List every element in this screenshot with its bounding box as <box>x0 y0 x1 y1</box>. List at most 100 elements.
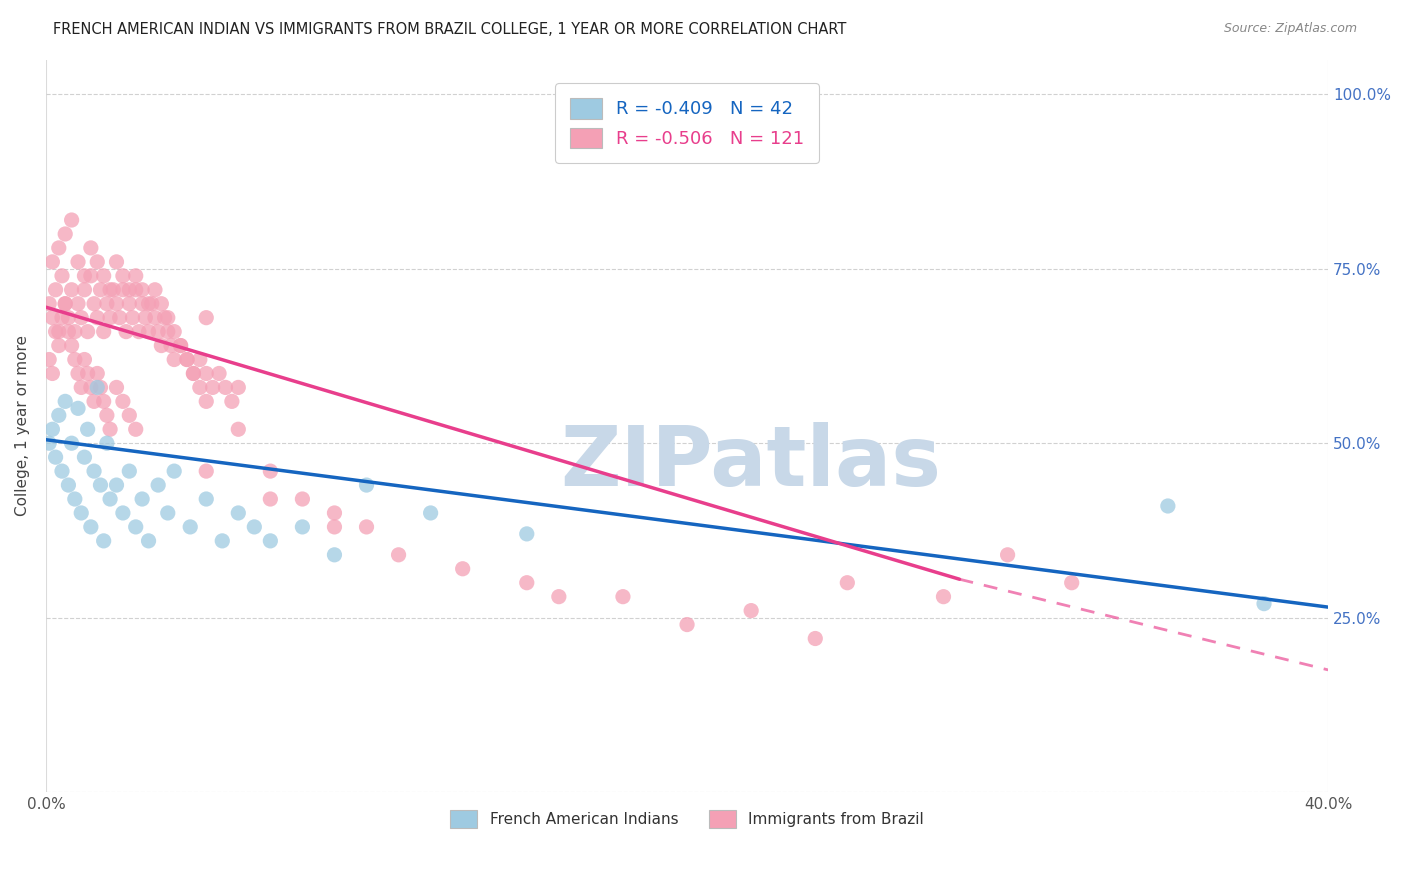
Point <box>89 283 111 297</box>
Point <box>419 506 441 520</box>
Point <box>80 380 103 394</box>
Point <box>60 213 83 227</box>
Point <box>356 478 378 492</box>
Point <box>138 296 160 310</box>
Point <box>38 352 60 367</box>
Point <box>105 478 128 492</box>
Point <box>121 310 143 325</box>
Point <box>259 491 281 506</box>
Point <box>208 367 231 381</box>
Point <box>111 506 134 520</box>
Point <box>48 409 70 423</box>
Point <box>160 338 183 352</box>
Point <box>53 227 76 241</box>
Point <box>156 506 179 520</box>
Point <box>93 325 115 339</box>
Point <box>179 520 201 534</box>
Point <box>103 283 125 297</box>
Point <box>125 422 148 436</box>
Point <box>98 491 121 506</box>
Point <box>131 296 153 310</box>
Point <box>156 325 179 339</box>
Point <box>169 338 191 352</box>
Point <box>211 533 233 548</box>
Point <box>38 296 60 310</box>
Point <box>183 367 205 381</box>
Text: ZIPatlas: ZIPatlas <box>561 422 942 503</box>
Legend: French American Indians, Immigrants from Brazil: French American Indians, Immigrants from… <box>443 803 932 836</box>
Point <box>115 325 138 339</box>
Point <box>143 283 166 297</box>
Point <box>259 533 281 548</box>
Point <box>195 367 218 381</box>
Point <box>1060 575 1083 590</box>
Point <box>111 268 134 283</box>
Point <box>138 325 160 339</box>
Point <box>134 310 156 325</box>
Point <box>53 296 76 310</box>
Point <box>804 632 827 646</box>
Point <box>740 604 762 618</box>
Point <box>323 506 346 520</box>
Point <box>66 367 89 381</box>
Point <box>93 533 115 548</box>
Point <box>146 478 169 492</box>
Point <box>80 520 103 534</box>
Point <box>169 338 191 352</box>
Point <box>66 296 89 310</box>
Point <box>138 533 160 548</box>
Point <box>60 436 83 450</box>
Point <box>226 380 249 394</box>
Point <box>125 268 148 283</box>
Point <box>73 352 96 367</box>
Point <box>48 241 70 255</box>
Point <box>60 338 83 352</box>
Text: Source: ZipAtlas.com: Source: ZipAtlas.com <box>1223 22 1357 36</box>
Point <box>76 422 98 436</box>
Point <box>105 296 128 310</box>
Point <box>41 422 63 436</box>
Point <box>96 296 118 310</box>
Point <box>76 325 98 339</box>
Point <box>125 283 148 297</box>
Point <box>451 562 474 576</box>
Point <box>51 310 73 325</box>
Point <box>98 422 121 436</box>
Point <box>66 401 89 416</box>
Point <box>188 352 211 367</box>
Point <box>83 296 105 310</box>
Point <box>118 409 141 423</box>
Point <box>70 310 93 325</box>
Point <box>45 325 67 339</box>
Point <box>128 325 150 339</box>
Point <box>387 548 409 562</box>
Point <box>1253 597 1275 611</box>
Point <box>98 310 121 325</box>
Point <box>86 310 108 325</box>
Point <box>80 241 103 255</box>
Point <box>93 268 115 283</box>
Point <box>150 338 173 352</box>
Point <box>118 283 141 297</box>
Point <box>125 520 148 534</box>
Point <box>226 506 249 520</box>
Point <box>45 450 67 465</box>
Point <box>176 352 198 367</box>
Point <box>163 352 186 367</box>
Point <box>156 310 179 325</box>
Point <box>356 520 378 534</box>
Point <box>73 450 96 465</box>
Point <box>183 367 205 381</box>
Point <box>80 268 103 283</box>
Point <box>48 338 70 352</box>
Point <box>997 548 1019 562</box>
Point <box>226 422 249 436</box>
Point <box>98 283 121 297</box>
Point <box>1157 499 1180 513</box>
Point <box>51 268 73 283</box>
Point <box>86 367 108 381</box>
Point <box>41 255 63 269</box>
Point <box>323 548 346 562</box>
Point <box>676 617 699 632</box>
Point <box>76 367 98 381</box>
